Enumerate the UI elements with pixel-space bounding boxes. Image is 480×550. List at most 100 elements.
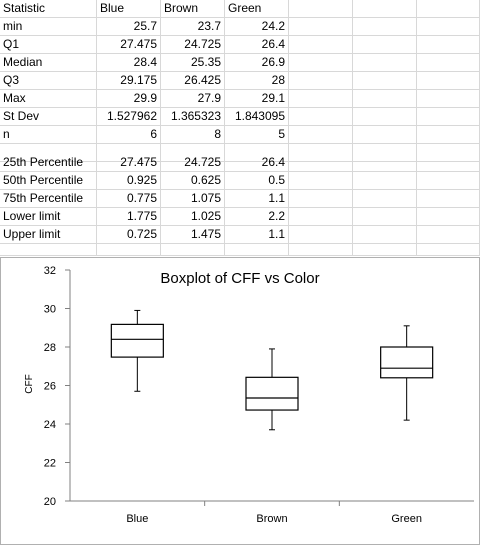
value-cell[interactable]: 27.475 xyxy=(97,36,161,53)
header-cell[interactable]: Brown xyxy=(161,0,225,17)
row-label-cell[interactable]: 75th Percentile xyxy=(0,190,97,207)
value-cell[interactable]: 0.925 xyxy=(97,172,161,189)
value-cell[interactable]: 1.1 xyxy=(225,190,289,207)
row-label-cell[interactable]: 25th Percentile xyxy=(0,154,97,171)
row-label-cell[interactable]: Q3 xyxy=(0,72,97,89)
value-cell[interactable]: 0.725 xyxy=(97,226,161,243)
boxplot-chart[interactable]: Boxplot of CFF vs Color CFF 20 22 24 26 28 30… xyxy=(0,257,480,545)
value-cell[interactable]: 24.2 xyxy=(225,18,289,35)
empty-cell[interactable] xyxy=(225,238,289,255)
empty-cell[interactable] xyxy=(225,144,289,161)
row-label-cell[interactable]: 50th Percentile xyxy=(0,172,97,189)
header-cell[interactable]: Statistic xyxy=(0,0,97,17)
value-cell[interactable]: 1.775 xyxy=(97,208,161,225)
empty-cell[interactable] xyxy=(353,90,417,107)
empty-cell[interactable] xyxy=(353,144,417,161)
row-label-cell[interactable]: Upper limit xyxy=(0,226,97,243)
value-cell[interactable]: 6 xyxy=(97,126,161,143)
empty-cell[interactable] xyxy=(417,18,480,35)
empty-cell[interactable] xyxy=(289,90,353,107)
empty-cell[interactable] xyxy=(289,190,353,207)
empty-cell[interactable] xyxy=(161,238,225,255)
value-cell[interactable]: 25.7 xyxy=(97,18,161,35)
empty-cell[interactable] xyxy=(417,154,480,171)
empty-cell[interactable] xyxy=(417,190,480,207)
empty-cell[interactable] xyxy=(417,0,480,17)
empty-cell[interactable] xyxy=(353,226,417,243)
value-cell[interactable]: 26.9 xyxy=(225,54,289,71)
row-label-cell[interactable]: min xyxy=(0,18,97,35)
empty-cell[interactable] xyxy=(417,208,480,225)
value-cell[interactable]: 28.4 xyxy=(97,54,161,71)
empty-cell[interactable] xyxy=(353,126,417,143)
empty-cell[interactable] xyxy=(289,144,353,161)
empty-cell[interactable] xyxy=(289,154,353,171)
empty-cell[interactable] xyxy=(289,72,353,89)
value-cell[interactable]: 26.4 xyxy=(225,154,289,171)
row-label-cell[interactable]: Q1 xyxy=(0,36,97,53)
empty-cell[interactable] xyxy=(417,54,480,71)
row-label-cell[interactable]: St Dev xyxy=(0,108,97,125)
value-cell[interactable]: 27.475 xyxy=(97,154,161,171)
empty-cell[interactable] xyxy=(353,172,417,189)
empty-cell[interactable] xyxy=(289,108,353,125)
empty-cell[interactable] xyxy=(289,238,353,255)
empty-cell[interactable] xyxy=(417,72,480,89)
empty-cell[interactable] xyxy=(289,226,353,243)
row-label-cell[interactable]: Median xyxy=(0,54,97,71)
empty-cell[interactable] xyxy=(353,54,417,71)
value-cell[interactable]: 29.175 xyxy=(97,72,161,89)
empty-cell[interactable] xyxy=(289,0,353,17)
empty-cell[interactable] xyxy=(289,172,353,189)
empty-cell[interactable] xyxy=(289,36,353,53)
empty-cell[interactable] xyxy=(353,154,417,171)
empty-cell[interactable] xyxy=(161,144,225,161)
value-cell[interactable]: 8 xyxy=(161,126,225,143)
value-cell[interactable]: 2.2 xyxy=(225,208,289,225)
value-cell[interactable]: 28 xyxy=(225,72,289,89)
empty-cell[interactable] xyxy=(353,190,417,207)
empty-cell[interactable] xyxy=(353,108,417,125)
empty-cell[interactable] xyxy=(289,54,353,71)
empty-cell[interactable] xyxy=(417,172,480,189)
empty-cell[interactable] xyxy=(353,72,417,89)
empty-cell[interactable] xyxy=(417,126,480,143)
value-cell[interactable]: 1.527962 xyxy=(97,108,161,125)
value-cell[interactable]: 26.4 xyxy=(225,36,289,53)
value-cell[interactable]: 0.5 xyxy=(225,172,289,189)
value-cell[interactable]: 0.625 xyxy=(161,172,225,189)
empty-cell[interactable] xyxy=(417,90,480,107)
row-label-cell[interactable]: Max xyxy=(0,90,97,107)
value-cell[interactable]: 1.1 xyxy=(225,226,289,243)
header-cell[interactable]: Blue xyxy=(97,0,161,17)
empty-cell[interactable] xyxy=(353,238,417,255)
empty-cell[interactable] xyxy=(417,108,480,125)
row-label-cell[interactable]: n xyxy=(0,126,97,143)
empty-cell[interactable] xyxy=(289,126,353,143)
empty-cell[interactable] xyxy=(353,208,417,225)
header-cell[interactable]: Green xyxy=(225,0,289,17)
empty-cell[interactable] xyxy=(353,18,417,35)
empty-cell[interactable] xyxy=(97,238,161,255)
value-cell[interactable]: 1.475 xyxy=(161,226,225,243)
empty-cell[interactable] xyxy=(0,238,97,255)
value-cell[interactable]: 26.425 xyxy=(161,72,225,89)
value-cell[interactable]: 24.725 xyxy=(161,154,225,171)
value-cell[interactable]: 23.7 xyxy=(161,18,225,35)
empty-cell[interactable] xyxy=(0,144,97,161)
empty-cell[interactable] xyxy=(289,208,353,225)
value-cell[interactable]: 27.9 xyxy=(161,90,225,107)
value-cell[interactable]: 29.1 xyxy=(225,90,289,107)
empty-cell[interactable] xyxy=(417,238,480,255)
value-cell[interactable]: 25.35 xyxy=(161,54,225,71)
empty-cell[interactable] xyxy=(289,18,353,35)
value-cell[interactable]: 1.843095 xyxy=(225,108,289,125)
value-cell[interactable]: 5 xyxy=(225,126,289,143)
empty-cell[interactable] xyxy=(417,36,480,53)
row-label-cell[interactable]: Lower limit xyxy=(0,208,97,225)
empty-cell[interactable] xyxy=(97,144,161,161)
value-cell[interactable]: 1.365323 xyxy=(161,108,225,125)
value-cell[interactable]: 1.025 xyxy=(161,208,225,225)
empty-cell[interactable] xyxy=(353,36,417,53)
value-cell[interactable]: 24.725 xyxy=(161,36,225,53)
